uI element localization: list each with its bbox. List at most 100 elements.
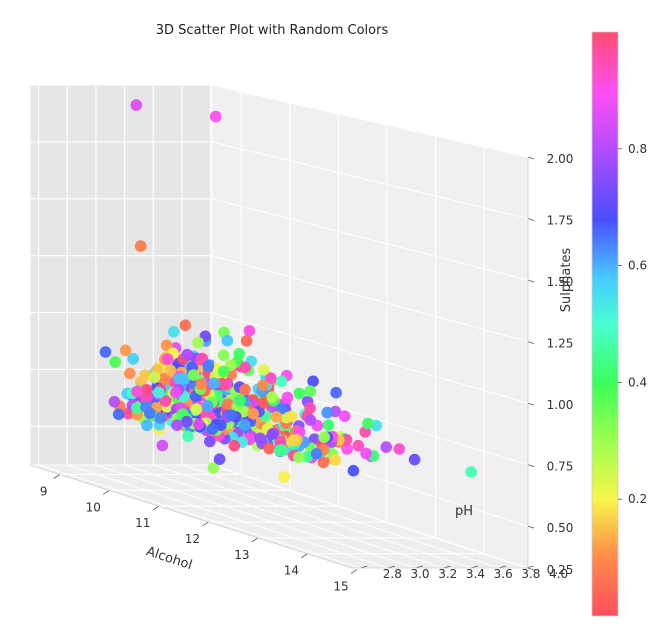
scatter-point bbox=[293, 451, 305, 464]
scatter-point bbox=[281, 391, 294, 404]
scatter-point bbox=[257, 379, 269, 392]
x-tick-mark bbox=[202, 521, 209, 527]
scatter-point bbox=[239, 383, 251, 396]
x-tick-label: 12 bbox=[185, 532, 200, 546]
scatter-point bbox=[213, 453, 226, 466]
z-axis-label: Sulphates bbox=[559, 248, 574, 313]
y-tick-label: 3.4 bbox=[466, 567, 485, 581]
scatter-point bbox=[124, 367, 136, 380]
z-tick-label: 1.50 bbox=[547, 275, 574, 289]
scatter-point bbox=[270, 411, 283, 423]
y-tick-label: 2.8 bbox=[383, 567, 402, 581]
z-tick-label: 0.75 bbox=[547, 460, 574, 474]
colorbar: 0.2 0.4 0.6 0.8 bbox=[591, 31, 647, 617]
scatter-point bbox=[140, 401, 152, 413]
scatter-point bbox=[247, 408, 259, 420]
scatter-point bbox=[304, 414, 317, 426]
scatter-point bbox=[222, 398, 235, 411]
scatter-point bbox=[164, 364, 176, 377]
scatter-point bbox=[154, 412, 167, 424]
scatter-point bbox=[182, 430, 194, 443]
scatter-point bbox=[274, 444, 286, 457]
scatter-point bbox=[239, 361, 252, 374]
scatter-point bbox=[108, 396, 121, 408]
scatter-point bbox=[301, 450, 314, 463]
y-gridline bbox=[95, 464, 416, 569]
scatter-point bbox=[179, 319, 192, 332]
scatter-point bbox=[119, 344, 132, 357]
scatter-point bbox=[140, 384, 153, 396]
scatter-point bbox=[317, 456, 330, 469]
z-tick-mark bbox=[527, 218, 535, 221]
y-tick-label: 3.0 bbox=[410, 567, 429, 581]
x-tick-mark bbox=[152, 505, 160, 511]
scatter-point bbox=[112, 408, 125, 421]
scatter-point bbox=[153, 386, 165, 399]
x-tick-mark bbox=[103, 490, 110, 495]
z-tick-mark bbox=[527, 402, 535, 406]
chart-title: 3D Scatter Plot with Random Colors bbox=[156, 23, 389, 38]
scatter-point bbox=[206, 423, 219, 435]
scatter-point bbox=[338, 410, 351, 423]
scatter-point bbox=[408, 453, 421, 466]
scatter-point bbox=[195, 378, 208, 391]
scatter-point bbox=[310, 448, 323, 460]
scatter-point bbox=[217, 365, 230, 378]
scatter-point bbox=[127, 353, 139, 365]
y-tick-label: 3.6 bbox=[494, 567, 513, 581]
scatter-point bbox=[266, 391, 279, 404]
z-tick-label: 2.00 bbox=[547, 152, 574, 166]
scatter-point bbox=[352, 439, 365, 452]
x-tick-mark bbox=[53, 474, 60, 479]
z-tick-label: 1.75 bbox=[547, 214, 574, 228]
x-tick-label: 9 bbox=[40, 485, 48, 499]
x-tick-label: 11 bbox=[135, 516, 150, 530]
scatter-point bbox=[278, 471, 291, 483]
z-gridline bbox=[30, 311, 529, 404]
y-tick-label: 4.0 bbox=[549, 567, 568, 581]
scatter-point bbox=[228, 440, 241, 452]
scatter-point bbox=[287, 434, 300, 447]
colorbar-tick-label: 0.4 bbox=[628, 375, 647, 389]
scatter-point bbox=[380, 441, 393, 453]
scatter-point bbox=[258, 397, 271, 409]
scatter-point bbox=[275, 375, 288, 388]
scatter-point bbox=[181, 348, 193, 361]
scatter-point bbox=[220, 379, 232, 391]
scatter-point bbox=[139, 369, 151, 381]
scatter-point bbox=[158, 372, 171, 385]
scatter-point bbox=[234, 394, 246, 407]
scatter-point bbox=[307, 375, 319, 388]
scatter-point bbox=[187, 369, 200, 381]
z-tick-mark bbox=[527, 279, 535, 283]
scatter-point bbox=[161, 353, 174, 365]
scatter-point bbox=[265, 372, 277, 385]
scatter-point bbox=[134, 240, 147, 252]
scatter-point bbox=[204, 435, 216, 448]
x-tick-label: 15 bbox=[333, 580, 348, 594]
axes-panes bbox=[29, 84, 529, 569]
scatter-point bbox=[141, 419, 153, 432]
x-tick-label: 14 bbox=[284, 564, 299, 578]
scatter-point bbox=[258, 364, 270, 376]
scatter-point bbox=[208, 377, 220, 390]
colorbar-ticks: 0.2 0.4 0.6 0.8 bbox=[618, 142, 647, 506]
scatter-point bbox=[209, 110, 222, 123]
scatter-point bbox=[190, 403, 203, 415]
scatter-point bbox=[207, 462, 220, 474]
x-tick-label: 13 bbox=[234, 548, 249, 562]
scatter-point bbox=[254, 432, 266, 445]
scatter-point bbox=[341, 443, 353, 455]
z-tick-mark bbox=[527, 341, 535, 344]
z-tick-mark bbox=[527, 567, 535, 571]
scatter-point bbox=[263, 442, 276, 455]
scatter-point bbox=[159, 395, 172, 407]
x-tick-mark bbox=[350, 569, 358, 574]
scatter-point bbox=[193, 418, 205, 431]
z-gridline bbox=[30, 255, 529, 343]
scatter-point bbox=[318, 431, 331, 443]
y-gridline bbox=[124, 464, 444, 569]
scatter-point bbox=[202, 360, 215, 372]
z-tick-label: 1.25 bbox=[547, 337, 574, 351]
